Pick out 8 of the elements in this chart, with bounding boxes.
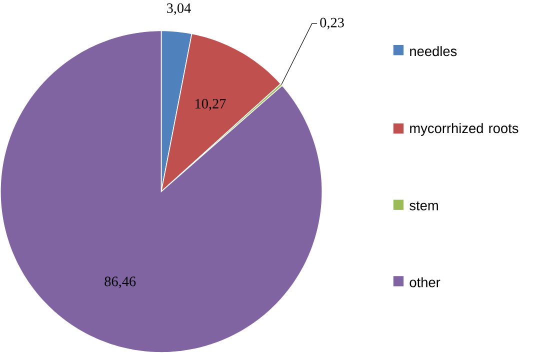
data-label: 10,27 bbox=[196, 98, 226, 111]
data-label: 3,04 bbox=[166, 3, 191, 16]
legend-label: mycorrhized roots bbox=[410, 123, 518, 136]
legend-label: needles bbox=[410, 46, 457, 56]
data-label: 0,23 bbox=[320, 18, 344, 30]
legend-label: other bbox=[410, 277, 440, 288]
data-label: 86,46 bbox=[104, 276, 136, 288]
legend-label: stem bbox=[410, 201, 438, 210]
